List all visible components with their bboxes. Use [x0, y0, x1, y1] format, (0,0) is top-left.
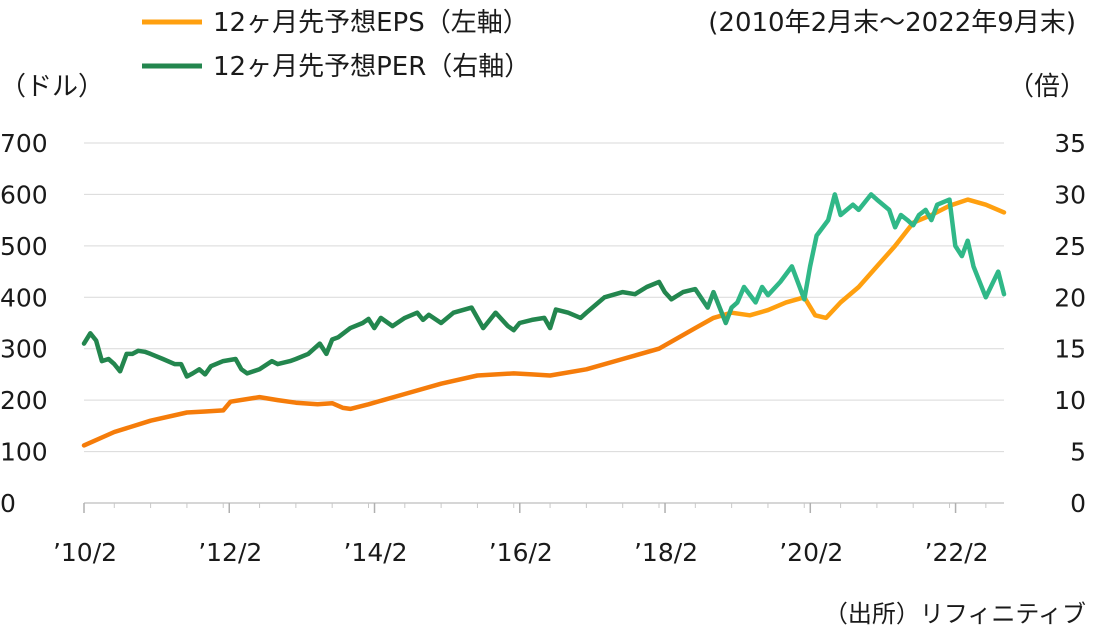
- x-axis: ’10/2 ’12/2 ’14/2 ’16/2 ’18/2 ’20/2 ’22/2: [53, 502, 1004, 567]
- left-tick-label: 500: [0, 232, 48, 261]
- x-tick-label: ’22/2: [925, 538, 989, 567]
- x-tick-label: ’14/2: [343, 538, 407, 567]
- series-line-eps: [81, 197, 1007, 448]
- period-note: (2010年2月末〜2022年9月末): [708, 8, 1076, 38]
- right-tick-label: 20: [1054, 283, 1086, 312]
- legend-label-eps: 12ヶ月先予想EPS（左軸）: [213, 8, 529, 38]
- left-tick-label: 400: [0, 283, 48, 312]
- right-tick-label: 30: [1054, 180, 1086, 209]
- left-tick-label: 100: [0, 438, 48, 467]
- x-tick-label: ’10/2: [53, 538, 117, 567]
- series-layer: [81, 192, 1007, 448]
- x-tick-label: ’20/2: [779, 538, 843, 567]
- series-line-per: [81, 192, 1007, 379]
- right-tick-label: 15: [1054, 335, 1086, 364]
- right-tick-label: 10: [1054, 386, 1086, 415]
- right-tick-label: 25: [1054, 232, 1086, 261]
- right-tick-label: 35: [1054, 129, 1086, 158]
- x-tick-label: ’12/2: [198, 538, 262, 567]
- left-tick-label: 300: [0, 335, 48, 364]
- x-tick-label: ’16/2: [489, 538, 553, 567]
- source-note: （出所）リフィニティブ: [824, 600, 1086, 628]
- left-axis-label: （ドル）: [0, 72, 104, 102]
- legend-label-per: 12ヶ月先予想PER（右軸）: [213, 52, 530, 82]
- right-tick-label: 5: [1070, 438, 1086, 467]
- right-axis-ticks: 35 30 25 20 15 10 5 0: [1054, 129, 1086, 518]
- left-tick-label: 0: [0, 489, 16, 518]
- legend: 12ヶ月先予想EPS（左軸） 12ヶ月先予想PER（右軸）: [142, 8, 530, 82]
- left-axis-ticks: 700 600 500 400 300 200 100 0: [0, 129, 48, 518]
- x-tick-label: ’18/2: [634, 538, 698, 567]
- left-tick-label: 600: [0, 180, 48, 209]
- left-tick-label: 700: [0, 129, 48, 158]
- right-tick-label: 0: [1070, 489, 1086, 518]
- right-axis-label: （倍）: [1008, 72, 1086, 102]
- left-tick-label: 200: [0, 386, 48, 415]
- gridlines: [84, 142, 1004, 504]
